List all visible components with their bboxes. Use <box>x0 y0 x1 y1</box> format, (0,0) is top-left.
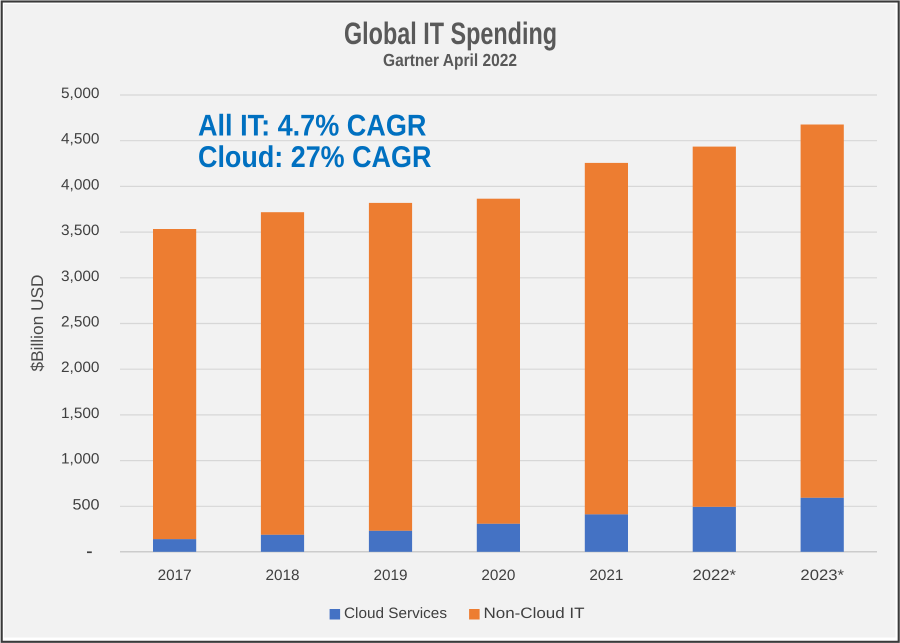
svg-text:2023*: 2023* <box>800 567 844 584</box>
svg-text:Global IT Spending: Global IT Spending <box>344 16 557 51</box>
svg-text:2017: 2017 <box>158 567 192 584</box>
svg-text:Cloud: 27% CAGR: Cloud: 27% CAGR <box>198 141 432 174</box>
svg-text:All IT: 4.7% CAGR: All IT: 4.7% CAGR <box>198 109 427 142</box>
svg-text:3,500: 3,500 <box>61 222 100 239</box>
svg-text:500: 500 <box>73 496 100 513</box>
svg-text:Cloud Services: Cloud Services <box>344 605 447 622</box>
svg-text:3,000: 3,000 <box>61 268 100 285</box>
svg-text:1,000: 1,000 <box>61 451 100 468</box>
svg-text:4,500: 4,500 <box>61 131 100 148</box>
svg-text:$Billion USD: $Billion USD <box>28 275 47 372</box>
svg-text:Gartner April 2022: Gartner April 2022 <box>383 50 517 70</box>
svg-text:2,000: 2,000 <box>61 359 100 376</box>
svg-text:Non-Cloud IT: Non-Cloud IT <box>484 605 585 622</box>
svg-text:2,500: 2,500 <box>61 314 100 331</box>
svg-text:2021: 2021 <box>589 567 623 584</box>
svg-text:2018: 2018 <box>266 567 300 584</box>
svg-text:2020: 2020 <box>481 567 515 584</box>
svg-text:5,000: 5,000 <box>61 85 100 102</box>
svg-text:2022*: 2022* <box>693 567 737 584</box>
svg-text:4,000: 4,000 <box>61 176 100 193</box>
svg-text:1,500: 1,500 <box>61 405 100 422</box>
svg-text:2019: 2019 <box>374 567 408 584</box>
